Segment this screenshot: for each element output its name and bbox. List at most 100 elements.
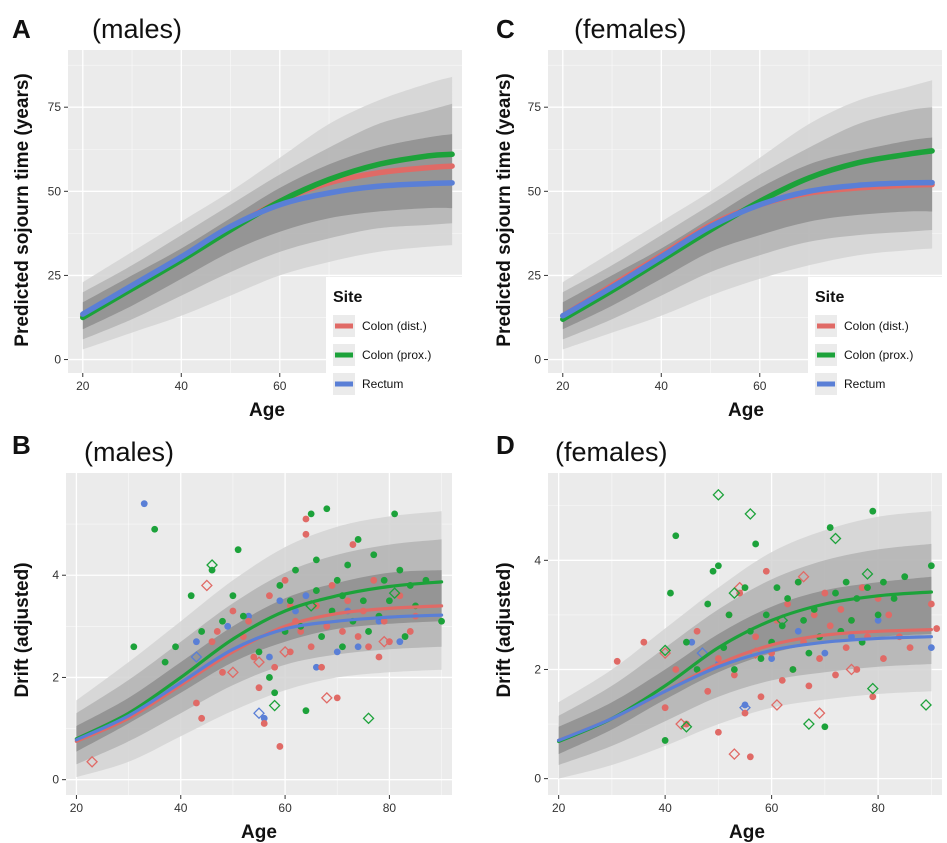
data-point: [318, 663, 325, 671]
plot-area: [548, 473, 942, 795]
x-axis-label: Age: [729, 822, 765, 843]
data-point-hollow: [200, 579, 213, 592]
data-point: [704, 600, 712, 608]
data-point: [864, 584, 871, 592]
data-point: [821, 649, 829, 657]
x-tick-label: 20: [76, 379, 90, 393]
series-line: [560, 179, 935, 319]
data-point: [380, 617, 388, 625]
data-point: [773, 584, 781, 592]
data-point: [757, 693, 765, 701]
data-point: [800, 616, 807, 624]
series-line: [560, 148, 935, 322]
y-axis-label: Drift (adjusted): [494, 562, 515, 697]
data-point: [161, 658, 169, 666]
data-point: [805, 649, 813, 657]
data-point: [693, 666, 701, 673]
data-point: [193, 638, 200, 646]
data-point: [869, 507, 877, 515]
confidence-band: [76, 570, 442, 752]
data-point: [842, 644, 850, 652]
data-point: [874, 611, 882, 619]
data-point-hollow: [680, 720, 693, 733]
data-point: [354, 536, 362, 543]
data-point: [667, 589, 674, 597]
data-point-hollow: [362, 712, 375, 725]
data-point-hollow: [728, 748, 741, 760]
data-point: [365, 643, 372, 651]
panel-letter: A: [12, 14, 31, 44]
data-point: [396, 638, 404, 646]
x-tick-label: 60: [765, 801, 779, 815]
y-tick-label: 75: [528, 100, 542, 114]
data-point: [762, 611, 770, 619]
data-point: [752, 540, 760, 548]
data-point: [725, 611, 733, 619]
data-point: [208, 638, 216, 646]
data-point: [880, 655, 887, 662]
data-point: [816, 655, 823, 662]
data-point: [880, 578, 887, 586]
data-point: [810, 611, 818, 619]
panel-title: (males): [84, 437, 174, 467]
data-point: [933, 625, 941, 632]
data-point: [714, 728, 722, 736]
data-point: [874, 616, 882, 624]
data-point: [307, 510, 315, 518]
data-point: [714, 655, 722, 662]
y-tick-label: 0: [52, 773, 59, 787]
plot-area: [66, 473, 452, 795]
data-point: [219, 668, 226, 676]
data-point: [794, 578, 802, 586]
data-point: [302, 592, 310, 600]
data-point: [219, 617, 226, 625]
data-point-hollow: [802, 718, 815, 730]
data-point: [239, 612, 247, 620]
data-point-hollow: [190, 651, 203, 663]
data-point: [438, 617, 445, 625]
data-point: [344, 561, 352, 569]
data-point: [271, 663, 279, 671]
data-point: [370, 576, 378, 584]
y-axis-label: Predicted sojourn time (years): [12, 73, 33, 346]
x-tick-label: 20: [556, 379, 570, 393]
data-point-hollow: [866, 682, 879, 695]
data-point: [302, 515, 310, 523]
data-point: [198, 714, 206, 722]
data-point-hollow: [320, 691, 333, 704]
x-tick-label: 80: [383, 801, 397, 815]
data-point-hollow: [86, 755, 99, 768]
data-point: [821, 723, 829, 731]
panel-letter: B: [12, 430, 31, 460]
data-point-hollow: [675, 718, 688, 730]
y-tick-label: 2: [52, 670, 59, 684]
x-tick-label: 60: [273, 379, 287, 393]
data-point: [927, 644, 935, 652]
data-point: [805, 682, 813, 690]
legend-label: Rectum: [362, 377, 403, 391]
data-point: [333, 576, 341, 584]
data-point: [778, 676, 786, 684]
x-axis-label: Age: [241, 822, 277, 843]
legend-label: Colon (prox.): [362, 348, 431, 362]
data-point-hollow: [206, 559, 218, 571]
data-point: [250, 653, 258, 661]
data-point: [746, 753, 754, 761]
data-point: [386, 597, 393, 605]
data-point: [927, 600, 935, 608]
data-point: [328, 582, 336, 589]
data-point: [704, 687, 712, 695]
panel-title: (males): [92, 14, 182, 44]
data-point: [281, 576, 289, 584]
y-tick-label: 0: [534, 353, 541, 367]
legend-label: Colon (prox.): [844, 348, 913, 362]
x-tick-label: 60: [278, 801, 292, 815]
data-point: [768, 655, 776, 662]
confidence-band: [82, 134, 453, 330]
data-point: [927, 562, 935, 570]
legend-label: Rectum: [844, 377, 885, 391]
data-point: [172, 643, 179, 651]
data-point: [365, 628, 372, 635]
